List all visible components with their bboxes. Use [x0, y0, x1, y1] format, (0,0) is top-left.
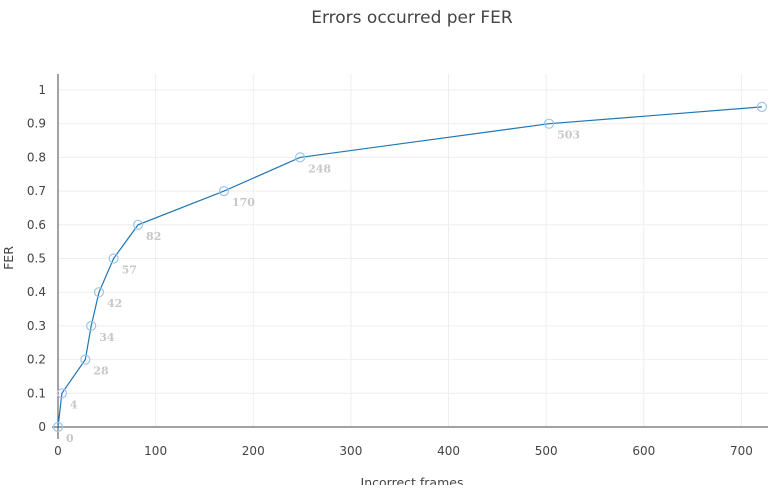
grid-lines	[58, 74, 768, 427]
data-label: 248	[308, 162, 331, 175]
y-tick-label: 0.2	[27, 353, 46, 367]
point-labels: 0 4 28 34 42 57 82 170 248 503	[66, 129, 580, 445]
y-tick-label: 0.8	[27, 150, 46, 164]
data-point	[543, 118, 555, 129]
x-tick-label: 200	[242, 444, 265, 458]
data-label: 42	[107, 297, 122, 310]
data-label: 0	[66, 432, 74, 445]
data-label: 34	[99, 331, 115, 344]
y-tick-label: 0.1	[27, 386, 46, 400]
series-fer	[52, 101, 768, 433]
y-tick-label: 0.3	[27, 319, 46, 333]
series-line	[57, 106, 762, 428]
y-tick-label: 0.5	[27, 252, 46, 266]
y-tick-label: 0.4	[27, 285, 46, 299]
x-tick-label: 600	[632, 444, 655, 458]
data-label: 82	[146, 230, 161, 243]
y-tick-label: 0	[38, 420, 46, 434]
data-point	[86, 320, 97, 331]
data-label: 503	[557, 129, 580, 142]
y-axis-title: FER	[1, 246, 16, 270]
x-tick-label: 500	[535, 444, 558, 458]
x-tick-label: 100	[144, 444, 167, 458]
data-label: 4	[70, 398, 78, 411]
data-point	[93, 287, 105, 298]
y-tick-label: 1	[38, 83, 46, 97]
x-tick-label: 700	[730, 444, 753, 458]
data-point	[56, 388, 68, 399]
y-tick-label: 0.6	[27, 218, 46, 232]
y-tick-label: 0.7	[27, 184, 46, 198]
data-point	[108, 253, 119, 264]
x-tick-label: 300	[339, 444, 362, 458]
data-point	[52, 421, 64, 433]
data-point	[132, 219, 144, 230]
data-label: 57	[122, 264, 137, 277]
x-tick-label: 0	[54, 444, 62, 458]
data-label: 28	[93, 365, 109, 378]
data-point	[295, 152, 306, 163]
chart-title: Errors occurred per FER	[311, 8, 513, 28]
x-tick-label: 400	[437, 444, 460, 458]
y-tick-label: 0.9	[27, 117, 46, 131]
x-axis-title: Incorrect frames	[361, 475, 464, 485]
data-label: 170	[232, 196, 255, 209]
axes: 0 0.1 0.2 0.3 0.4 0.5 0.6 0.7 0.8 0.9 1 0 100 200 300 4…	[27, 74, 768, 458]
data-point	[756, 101, 768, 112]
data-point	[80, 354, 91, 365]
data-point	[218, 186, 230, 197]
